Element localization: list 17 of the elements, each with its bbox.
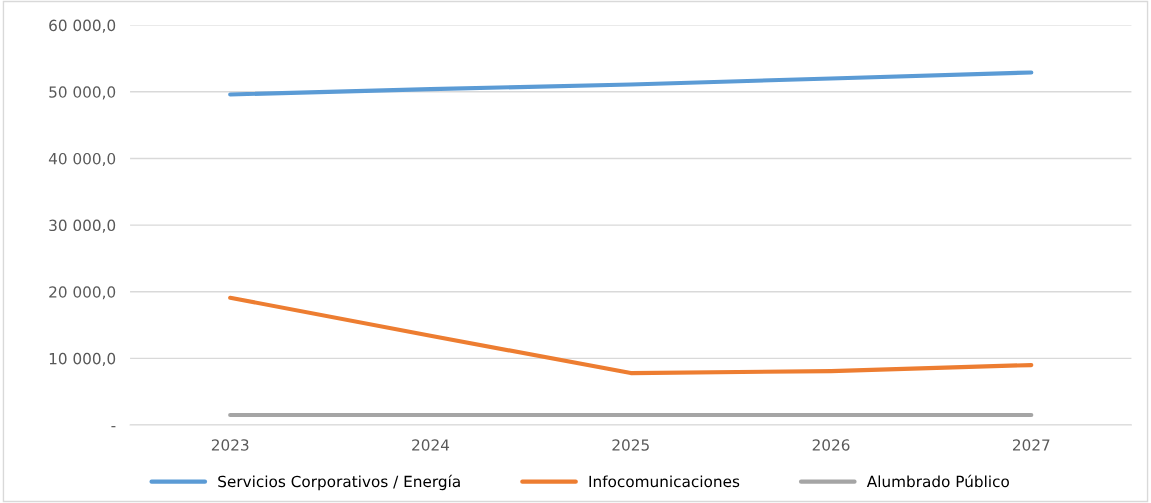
x-tick-label: 2026	[812, 439, 850, 451]
line-series	[228, 295, 1034, 376]
legend-label: Alumbrado Público	[866, 474, 1009, 488]
legend-label: Servicios Corporativos / Energía	[218, 474, 460, 491]
y-tick-label: 40 000,0	[48, 152, 116, 167]
x-tick-label: 2025	[612, 439, 649, 451]
line-series	[228, 70, 1034, 97]
y-tick-label: -	[111, 426, 116, 428]
x-tick-label: 2024	[412, 439, 450, 451]
x-tick-label: 2023	[211, 439, 249, 451]
y-tick-label: 50 000,0	[49, 86, 116, 100]
y-tick-label: 20 000,0	[49, 286, 116, 300]
y-tick-label: 60 000,0	[49, 19, 116, 33]
y-tick-label: 10 000,0	[49, 352, 116, 366]
legend-label: Infocomunicaciones	[589, 475, 740, 488]
x-tick-label: 2027	[1012, 439, 1050, 451]
y-tick-label: 30 000,0	[49, 219, 116, 233]
